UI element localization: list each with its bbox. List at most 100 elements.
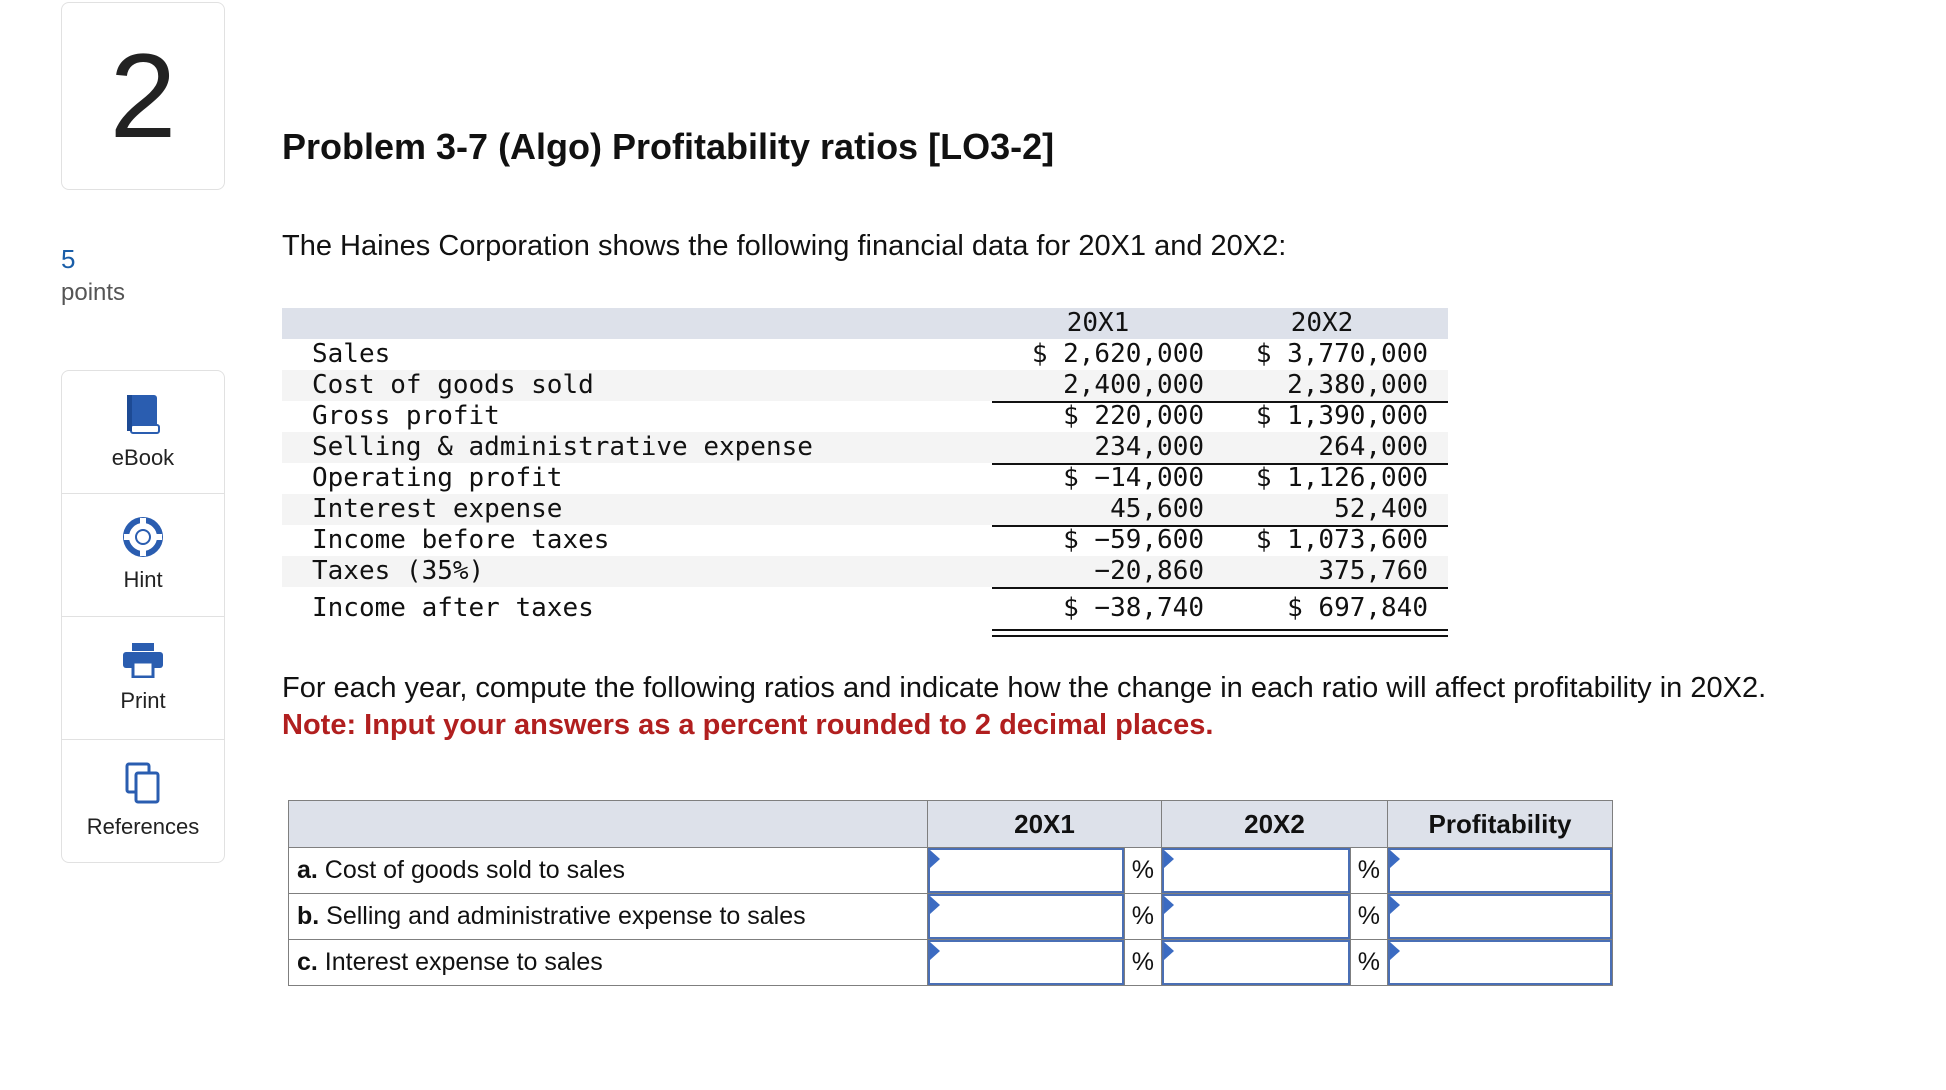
sga-to-sales-profitability-input[interactable]: [1388, 894, 1612, 939]
answer-header-row: 20X1 20X2 Profitability: [288, 800, 1613, 848]
percent-sign: %: [1349, 893, 1389, 940]
value-20x1: $ −38,740: [1063, 593, 1204, 623]
answer-header-20x1: 20X1: [927, 800, 1162, 848]
financial-row-gross-profit: Gross profit $ 220,000 $ 1,390,000: [282, 401, 1448, 432]
value-20x2: $ 3,770,000: [1255, 339, 1428, 369]
instructions-text: For each year, compute the following rat…: [282, 672, 1767, 704]
financial-row-taxes: Taxes (35%) −20,860 375,760: [282, 556, 1448, 587]
cogs-to-sales-20x1-input[interactable]: [928, 848, 1124, 893]
book-icon: [127, 395, 160, 434]
input-cell: [1387, 847, 1613, 894]
hint-label: Hint: [123, 567, 163, 592]
cogs-to-sales-profitability-input[interactable]: [1388, 848, 1612, 893]
answer-table: 20X1 20X2 Profitability a. Cost of goods…: [288, 800, 1613, 986]
answer-header-20x2: 20X2: [1161, 800, 1388, 848]
row-text: Selling and administrative expense to sa…: [319, 902, 806, 930]
answer-header-profitability: Profitability: [1387, 800, 1613, 848]
row-text: Interest expense to sales: [317, 948, 603, 976]
financial-row-income-before-taxes: Income before taxes $ −59,600 $ 1,073,60…: [282, 525, 1448, 556]
value-20x2: 264,000: [1318, 432, 1428, 462]
row-label: Sales: [312, 339, 391, 369]
input-cell: [1161, 847, 1351, 894]
print-button[interactable]: Print: [62, 617, 224, 740]
row-label: Interest expense: [312, 494, 563, 524]
underline: [992, 525, 1448, 527]
value-20x1: −20,860: [1094, 556, 1204, 586]
row-text: Cost of goods sold to sales: [317, 856, 625, 884]
problem-intro: The Haines Corporation shows the followi…: [282, 230, 1287, 262]
printer-icon: [123, 643, 163, 678]
answer-row-label: a. Cost of goods sold to sales: [288, 847, 928, 894]
financial-row-sales: Sales $ 2,620,000 $ 3,770,000: [282, 339, 1448, 370]
interest-to-sales-20x2-input[interactable]: [1162, 940, 1350, 985]
ebook-label: eBook: [111, 445, 175, 470]
row-letter: c.: [297, 948, 318, 976]
ebook-button[interactable]: eBook: [62, 371, 224, 494]
financial-row-income-after-taxes: Income after taxes $ −38,740 $ 697,840: [282, 587, 1448, 629]
input-cell: [1387, 939, 1613, 986]
row-label: Selling & administrative expense: [312, 432, 813, 462]
row-label: Operating profit: [312, 463, 563, 493]
value-20x1: $ −59,600: [1063, 525, 1204, 555]
input-cell: [1161, 939, 1351, 986]
value-20x2: 2,380,000: [1287, 370, 1428, 400]
value-20x1: 2,400,000: [1063, 370, 1204, 400]
sga-to-sales-20x2-input[interactable]: [1162, 894, 1350, 939]
points-value: 5: [61, 244, 76, 274]
row-label: Taxes (35%): [312, 556, 485, 586]
answer-row-label: c. Interest expense to sales: [288, 939, 928, 986]
row-label: Income after taxes: [312, 593, 594, 623]
percent-sign: %: [1349, 847, 1389, 894]
row-label: Gross profit: [312, 401, 500, 431]
input-cell: [1161, 893, 1351, 940]
answer-header-blank: [288, 800, 928, 848]
col-header-20x2: 20X2: [1290, 308, 1354, 338]
value-20x2: 375,760: [1318, 556, 1428, 586]
financial-row-cogs: Cost of goods sold 2,400,000 2,380,000: [282, 370, 1448, 401]
answer-row-label: b. Selling and administrative expense to…: [288, 893, 928, 940]
financial-data-table: 20X1 20X2 Sales $ 2,620,000 $ 3,770,000 …: [282, 308, 1448, 637]
input-cell: [927, 893, 1125, 940]
references-label: References: [86, 814, 200, 839]
answer-row-b: b. Selling and administrative expense to…: [288, 893, 1613, 940]
underline: [992, 401, 1448, 403]
value-20x1: 234,000: [1094, 432, 1204, 462]
underline: [992, 463, 1448, 465]
value-20x2: $ 1,126,000: [1255, 463, 1428, 493]
value-20x2: 52,400: [1334, 494, 1428, 524]
underline: [992, 587, 1448, 589]
value-20x2: $ 1,073,600: [1255, 525, 1428, 555]
input-cell: [927, 939, 1125, 986]
interest-to-sales-20x1-input[interactable]: [928, 940, 1124, 985]
cogs-to-sales-20x2-input[interactable]: [1162, 848, 1350, 893]
lifebuoy-icon: [123, 517, 163, 557]
hint-button[interactable]: Hint: [62, 494, 224, 617]
interest-to-sales-profitability-input[interactable]: [1388, 940, 1612, 985]
col-header-20x1: 20X1: [1066, 308, 1130, 338]
value-20x2: $ 1,390,000: [1255, 401, 1428, 431]
question-number: 2: [61, 2, 225, 190]
value-20x2: $ 697,840: [1287, 593, 1428, 623]
financial-row-operating-profit: Operating profit $ −14,000 $ 1,126,000: [282, 463, 1448, 494]
financial-header-row: 20X1 20X2: [282, 308, 1448, 339]
value-20x1: $ 220,000: [1063, 401, 1204, 431]
answer-row-a: a. Cost of goods sold to sales % %: [288, 847, 1613, 894]
row-label: Income before taxes: [312, 525, 610, 555]
percent-sign: %: [1123, 847, 1163, 894]
percent-sign: %: [1349, 939, 1389, 986]
financial-row-interest: Interest expense 45,600 52,400: [282, 494, 1448, 525]
tool-panel: eBook Hint Print References: [61, 370, 225, 863]
sga-to-sales-20x1-input[interactable]: [928, 894, 1124, 939]
row-letter: b.: [297, 902, 320, 930]
value-20x1: $ 2,620,000: [1031, 339, 1204, 369]
value-20x1: 45,600: [1110, 494, 1204, 524]
row-letter: a.: [297, 856, 318, 884]
points-label: points: [61, 279, 126, 306]
value-20x1: $ −14,000: [1063, 463, 1204, 493]
input-cell: [927, 847, 1125, 894]
copy-pages-icon: [125, 762, 160, 804]
double-underline: [992, 629, 1448, 637]
input-cell: [1387, 893, 1613, 940]
row-label: Cost of goods sold: [312, 370, 594, 400]
references-button[interactable]: References: [62, 740, 224, 862]
